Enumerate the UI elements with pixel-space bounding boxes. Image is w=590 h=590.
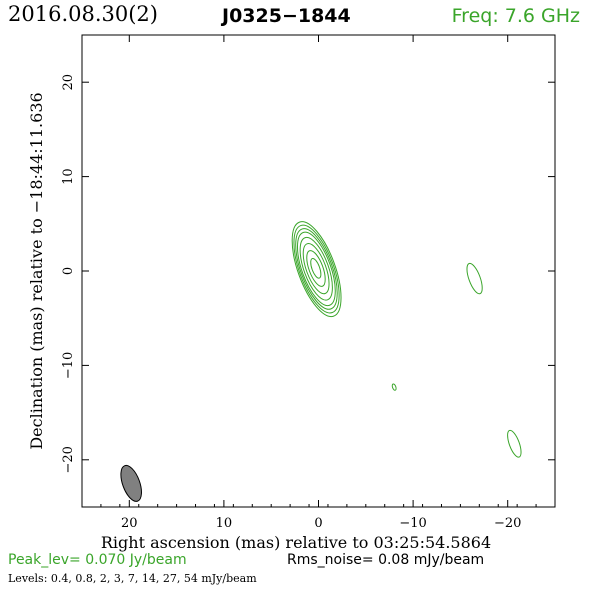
contour-level-1 bbox=[291, 221, 342, 318]
peak-level: Peak_lev= 0.070 Jy/beam bbox=[8, 552, 187, 568]
source-name: J0325−1844 bbox=[222, 5, 351, 27]
minor-component-2 bbox=[507, 429, 522, 458]
x-tick-label: 10 bbox=[216, 516, 233, 531]
y-tick-label: −10 bbox=[61, 352, 76, 379]
contour-level-3 bbox=[295, 228, 338, 310]
beam-ellipse bbox=[120, 464, 142, 502]
y-tick-label: 10 bbox=[61, 168, 76, 185]
contour-level-4 bbox=[296, 231, 336, 307]
x-axis-label: Right ascension (mas) relative to 03:25:… bbox=[101, 533, 491, 552]
y-axis-label: Declination (mas) relative to −18:44:11.… bbox=[27, 92, 46, 449]
tick-labels: 20 10 0 −10 −20 −20 −10 0 10 20 bbox=[61, 74, 521, 531]
x-tick-label: 20 bbox=[121, 516, 138, 531]
minor-component-1 bbox=[466, 262, 483, 295]
contour-level-5 bbox=[299, 236, 333, 301]
contour-levels: Levels: 0.4, 0.8, 2, 3, 7, 14, 27, 54 mJ… bbox=[8, 572, 257, 585]
axis-ticks bbox=[81, 35, 556, 507]
y-tick-label: −20 bbox=[61, 446, 76, 473]
observation-date: 2016.08.30(2) bbox=[8, 2, 158, 26]
minor-component-3 bbox=[391, 383, 397, 391]
contour-level-8 bbox=[310, 257, 322, 279]
x-tick-label: 0 bbox=[314, 516, 322, 531]
contour-level-6 bbox=[302, 243, 330, 295]
y-tick-label: 20 bbox=[61, 74, 76, 91]
contour-group bbox=[291, 221, 522, 458]
beam-group bbox=[120, 464, 142, 502]
contour-level-2 bbox=[293, 224, 340, 314]
frequency-label: Freq: 7.6 GHz bbox=[451, 5, 580, 27]
rms-noise: Rms_noise= 0.08 mJy/beam bbox=[287, 552, 485, 568]
plot-frame bbox=[81, 34, 556, 508]
x-tick-label: −20 bbox=[494, 516, 521, 531]
contour-level-7 bbox=[306, 250, 326, 287]
x-tick-label: −10 bbox=[399, 516, 426, 531]
y-tick-label: 0 bbox=[61, 267, 76, 275]
